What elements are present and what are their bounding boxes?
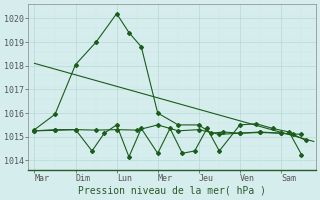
X-axis label: Pression niveau de la mer( hPa ): Pression niveau de la mer( hPa ) — [78, 186, 266, 196]
